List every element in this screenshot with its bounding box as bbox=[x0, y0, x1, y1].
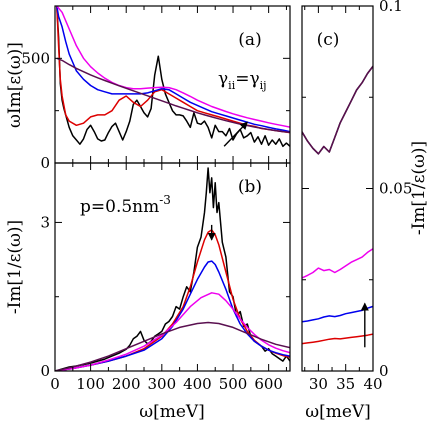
x-tick-label: 30 bbox=[309, 375, 328, 393]
x-axis-label: ω[meV] bbox=[139, 402, 205, 422]
y-axis-label: ωIm[ε(ω)] bbox=[5, 42, 25, 128]
x-axis-label: ω[meV] bbox=[305, 402, 371, 422]
series-line-4 bbox=[56, 6, 290, 128]
y-tick-label: 0.05 bbox=[379, 180, 412, 198]
series-line-5 bbox=[55, 321, 290, 371]
y-tick-label: 0 bbox=[40, 362, 50, 380]
plot-frame bbox=[54, 162, 291, 372]
series-line-2 bbox=[55, 229, 290, 371]
y-tick-label: 0.1 bbox=[379, 0, 403, 15]
series-group bbox=[302, 65, 373, 345]
y-tick-label: 0 bbox=[379, 362, 389, 380]
y-tick-label: 500 bbox=[21, 49, 50, 67]
x-tick-label: 500 bbox=[219, 375, 248, 393]
panel-label: (b) bbox=[238, 177, 262, 197]
trend-arrow bbox=[223, 121, 248, 147]
panel-b: 0 100 200 300 400 500 600 0 3 -Im[1/ε(ω)] ω[meV] (b… bbox=[5, 162, 291, 422]
x-tick-label: 35 bbox=[336, 375, 355, 393]
x-tick-label: 300 bbox=[147, 375, 176, 393]
series-line-1 bbox=[56, 6, 290, 148]
x-tick-label: 400 bbox=[183, 375, 212, 393]
annotation: p=0.5nm-3 bbox=[80, 193, 171, 217]
series-line-4 bbox=[55, 292, 290, 371]
y-axis-label: -Im[1/ε(ω)] bbox=[5, 220, 25, 314]
series-line-3 bbox=[302, 248, 373, 279]
panel-c: 30 35 400 0.05 0.1 -Im[1/ε(ω)] ω[meV] (c) bbox=[301, 0, 429, 422]
series-line-1 bbox=[302, 65, 373, 155]
series-line-5 bbox=[302, 333, 373, 345]
annotation: γii=γij bbox=[218, 69, 267, 92]
x-tick-label: 100 bbox=[76, 375, 105, 393]
x-tick-label: 200 bbox=[112, 375, 141, 393]
panel-label: (c) bbox=[317, 30, 340, 50]
x-tick-label: 0 bbox=[50, 375, 60, 393]
y-tick-label: 3 bbox=[40, 213, 50, 231]
series-line-4 bbox=[302, 305, 373, 323]
series-line-2 bbox=[302, 65, 373, 155]
y-tick-label: 0 bbox=[40, 154, 50, 172]
series-group bbox=[55, 167, 290, 371]
panel-label: (a) bbox=[238, 30, 261, 50]
series-line-3 bbox=[55, 260, 290, 371]
x-tick-label: 40 bbox=[363, 375, 382, 393]
series-line-5 bbox=[56, 57, 290, 134]
x-tick-label: 600 bbox=[254, 375, 283, 393]
y-axis-label: -Im[1/ε(ω)] bbox=[409, 141, 429, 235]
series-group bbox=[56, 6, 290, 148]
